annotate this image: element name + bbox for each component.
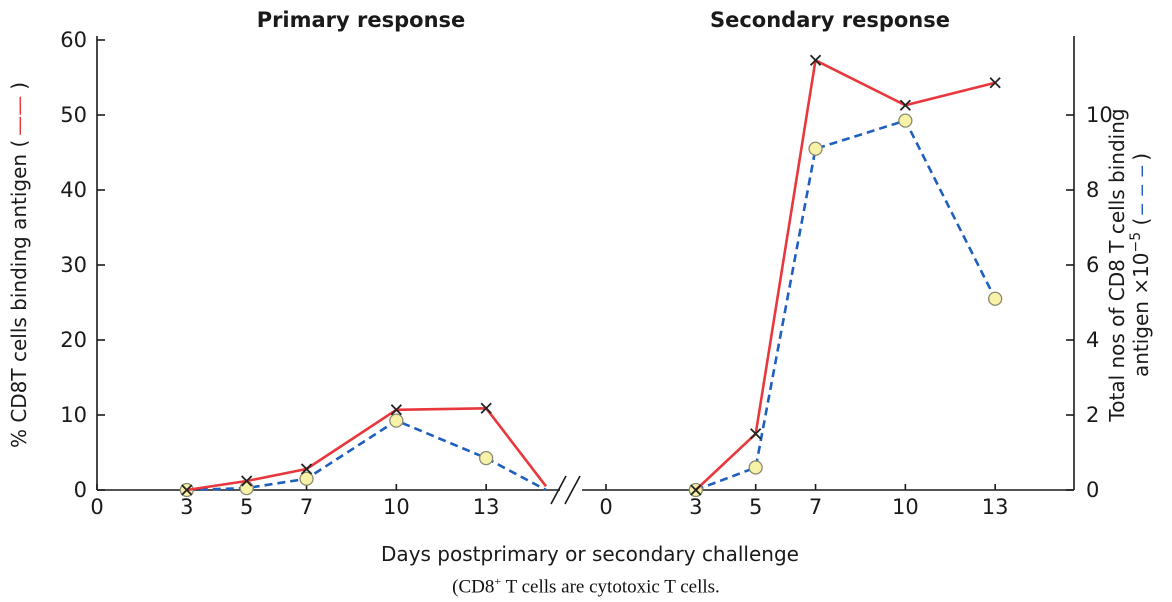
percent-binding-series-line	[186, 406, 548, 492]
total-cells-series-line	[186, 419, 547, 492]
total-cells-point	[299, 471, 314, 486]
x-tick-label: 5	[240, 495, 253, 519]
left-y-tick-label: 20	[60, 328, 87, 352]
x-axis-label: Days postprimary or secondary challenge	[381, 542, 799, 566]
x-marker-stroke	[989, 77, 1001, 89]
x-tick-label: 3	[180, 495, 193, 519]
percent-binding-point	[300, 463, 313, 475]
x-marker-stroke	[480, 402, 492, 414]
x-marker-stroke	[390, 404, 402, 416]
right-y-tick-label: 10	[1086, 103, 1113, 127]
svg-text:antigen ×10−5 (‒ ‒ ‒): antigen ×10−5 (‒ ‒ ‒)	[1128, 153, 1153, 377]
percent-binding-series-line	[694, 58, 996, 491]
caption-superscript: +	[494, 574, 502, 588]
x-marker-stroke	[809, 54, 822, 66]
x-tick-label: 10	[383, 495, 410, 519]
percent-binding-point	[181, 484, 193, 496]
x-tick-label: 0	[599, 495, 612, 519]
x-marker-stroke	[750, 428, 762, 440]
caption-suffix: T cells are cytotoxic T cells.	[501, 576, 720, 598]
x-marker-stroke	[181, 484, 193, 496]
left-axis-label-text: % CD8T cells binding antigen (	[7, 140, 31, 448]
left-axis-label: % CD8T cells binding antigen (——)	[7, 82, 31, 448]
primary-panel-title: Primary response	[257, 8, 466, 32]
total-cells-point	[898, 113, 913, 128]
percent-binding-point	[480, 402, 492, 414]
left-y-tick-label: 50	[60, 103, 87, 127]
percent-binding-point	[241, 475, 253, 487]
percent-binding-point	[899, 99, 911, 111]
chart-canvas: 0 10 20 30 40 50 60 0 2 4 6 8 10 0 3 5 7 10 13 0 3 5 7 10 13 Pri…	[7, 8, 1153, 566]
chart-marks	[179, 54, 1003, 498]
x-tick-label: 13	[982, 495, 1009, 519]
right-y-tick-label: 2	[1086, 403, 1099, 427]
svg-text:% CD8T cells binding antigen (: % CD8T cells binding antigen (——)	[7, 82, 31, 448]
x-marker-stroke	[690, 484, 702, 496]
secondary-panel-title: Secondary response	[710, 8, 950, 32]
right-axis-label-line2-suffix: (	[1129, 218, 1153, 232]
left-y-tick-label: 10	[60, 403, 87, 427]
x-tick-label: 10	[892, 495, 919, 519]
axis-break-mark	[550, 475, 567, 505]
total-cells-point	[748, 460, 763, 475]
right-axis-label: Total nos of CD8 T cells binding antigen…	[1105, 108, 1153, 422]
percent-binding-point	[809, 54, 822, 66]
total-cells-point	[239, 480, 254, 496]
percent-binding-point	[750, 428, 762, 440]
caption-prefix: (CD8	[452, 576, 495, 598]
total-cells-point	[808, 141, 823, 156]
x-tick-label: 7	[300, 495, 313, 519]
left-axis-label-end: )	[7, 82, 31, 90]
x-tick-label: 3	[689, 495, 702, 519]
right-axis-label-exponent: −5	[1128, 232, 1144, 253]
x-tick-label: 13	[473, 495, 500, 519]
right-axis-label-line1: Total nos of CD8 T cells binding	[1105, 108, 1129, 422]
total-cells-point	[479, 450, 494, 466]
right-axis-label-end: )	[1129, 153, 1153, 161]
percent-binding-point	[690, 484, 702, 496]
left-y-tick-label: 0	[74, 478, 87, 502]
x-marker-stroke	[241, 475, 253, 487]
x-tick-label: 5	[749, 495, 762, 519]
percent-binding-point	[989, 77, 1001, 89]
figure-caption: (CD8+ T cells are cytotoxic T cells.	[0, 574, 1172, 598]
left-y-tick-label: 30	[60, 253, 87, 277]
right-y-tick-label: 8	[1086, 178, 1099, 202]
axis-break-mark	[564, 475, 581, 505]
total-cells-point	[389, 413, 404, 428]
x-marker-stroke	[300, 463, 313, 475]
right-y-tick-label: 6	[1086, 253, 1099, 277]
x-marker-stroke	[899, 99, 911, 111]
right-y-tick-label: 4	[1086, 328, 1099, 352]
right-y-tick-label: 0	[1086, 478, 1099, 502]
total-cells-point	[988, 291, 1003, 306]
total-cells-series-line	[695, 119, 997, 492]
x-tick-label: 7	[809, 495, 822, 519]
left-y-tick-label: 40	[60, 178, 87, 202]
right-axis-label-line2: antigen ×10	[1129, 252, 1153, 377]
x-tick-label: 0	[90, 495, 103, 519]
percent-binding-point	[390, 404, 402, 416]
chart-frame: 0 10 20 30 40 50 60 0 2 4 6 8 10 0 3 5 7 10 13 0 3 5 7 10 13	[60, 28, 1112, 519]
left-y-tick-label: 60	[60, 28, 87, 52]
